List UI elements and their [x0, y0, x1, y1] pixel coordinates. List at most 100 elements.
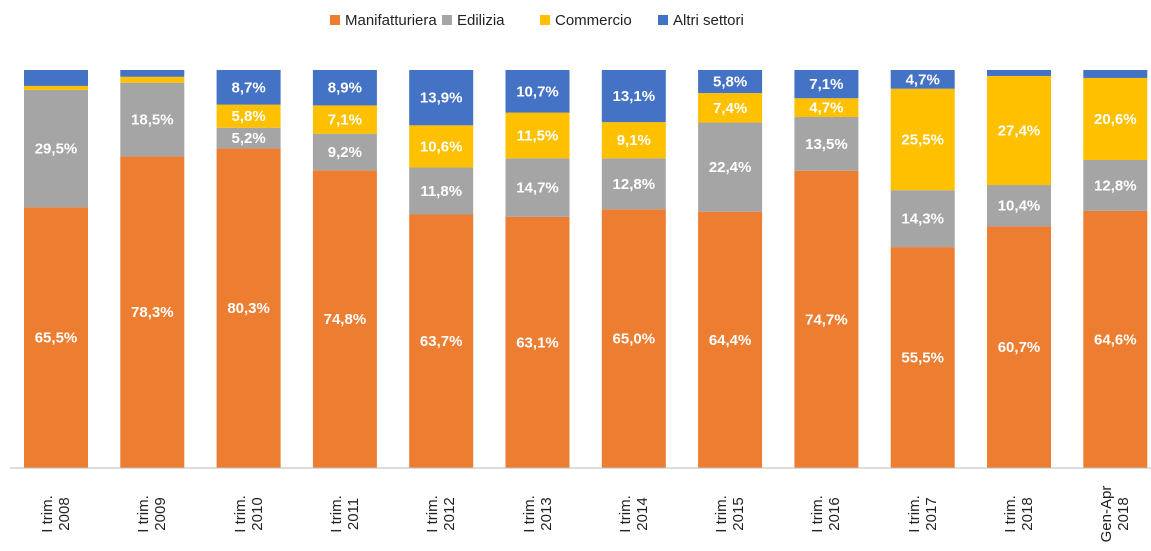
- legend-swatch: [442, 15, 452, 25]
- bar-segment: [698, 122, 763, 212]
- value-label: 8,9%: [328, 80, 362, 97]
- value-label: 14,7%: [516, 180, 559, 197]
- value-label: 65,0%: [613, 331, 656, 348]
- value-label: 11,8%: [420, 183, 462, 200]
- bar-segment: [987, 185, 1051, 227]
- bar-segment: [312, 70, 377, 106]
- bar-segment: [794, 70, 859, 99]
- value-label: 64,6%: [1094, 331, 1137, 348]
- x-tick-label: Gen-Apr 2018: [1098, 485, 1133, 543]
- bar-segment: [409, 167, 474, 215]
- value-label: 78,3%: [131, 304, 174, 321]
- value-label: 10,7%: [516, 83, 559, 100]
- bar-segment: [1083, 159, 1148, 211]
- bar-segment: [24, 207, 88, 468]
- bar-segment: [120, 156, 185, 468]
- bar-segment: [1083, 70, 1148, 78]
- x-tick-label: I trim. 2012: [424, 495, 459, 533]
- x-tick-label: I trim. 2011: [327, 495, 362, 533]
- bar-segment: [794, 116, 859, 171]
- bar-segment: [312, 105, 377, 134]
- value-label: 63,7%: [420, 333, 463, 350]
- bar-segment: [987, 75, 1051, 186]
- value-label: 4,7%: [809, 100, 843, 117]
- value-label: 5,2%: [231, 130, 265, 147]
- value-label: 10,6%: [420, 138, 463, 155]
- bar-segment: [505, 70, 570, 113]
- bar-segment: [409, 125, 474, 168]
- value-label: 74,7%: [805, 311, 848, 328]
- value-label: 13,5%: [805, 136, 848, 153]
- bar-segment: [601, 70, 666, 123]
- legend-label: Manifatturiera: [345, 12, 437, 29]
- value-label: 27,4%: [998, 122, 1041, 139]
- bar-segment: [120, 82, 185, 157]
- bar-segment: [890, 88, 955, 191]
- bar-segment: [505, 216, 570, 468]
- bar-segment: [312, 133, 377, 171]
- bar-segment: [216, 104, 281, 128]
- bar-segment: [601, 158, 666, 210]
- bar-segment: [216, 148, 281, 468]
- x-tick-label: I trim. 2015: [713, 495, 748, 533]
- legend-label: Edilizia: [457, 12, 505, 29]
- value-label: 60,7%: [998, 339, 1041, 356]
- legend-swatch: [330, 15, 340, 25]
- x-tick-label: I trim. 2017: [905, 495, 940, 533]
- bar-segment: [890, 247, 955, 468]
- value-label: 74,8%: [324, 311, 367, 328]
- bar-segment: [601, 209, 666, 469]
- value-label: 63,1%: [516, 334, 559, 351]
- x-tick-label: I trim. 2010: [231, 495, 266, 533]
- value-label: 12,8%: [613, 176, 656, 193]
- value-label: 20,6%: [1094, 111, 1137, 128]
- value-label: 4,7%: [906, 71, 940, 88]
- legend-swatch: [658, 15, 668, 25]
- value-label: 13,1%: [613, 88, 656, 105]
- value-label: 22,4%: [709, 159, 752, 176]
- value-label: 7,1%: [809, 76, 843, 93]
- value-label: 65,5%: [35, 330, 78, 347]
- value-label: 9,2%: [328, 144, 362, 161]
- value-label: 64,4%: [709, 332, 752, 349]
- bar-segment: [1083, 210, 1148, 468]
- bar-segment: [601, 122, 666, 159]
- bar-segment: [216, 70, 281, 105]
- bar-segment: [24, 89, 88, 208]
- bar-segment: [1083, 77, 1148, 160]
- value-label: 10,4%: [998, 198, 1041, 215]
- value-label: 55,5%: [901, 350, 944, 367]
- bar-segment: [409, 70, 474, 126]
- value-label: 9,1%: [617, 132, 651, 149]
- x-tick-label: I trim. 2009: [135, 495, 170, 533]
- bar-segment: [890, 70, 955, 89]
- legend-label: Altri settori: [673, 12, 744, 29]
- value-label: 29,5%: [35, 141, 78, 158]
- bar-segment: [505, 112, 570, 159]
- bar-segment: [794, 170, 859, 468]
- bar-segment: [698, 93, 763, 123]
- value-label: 8,7%: [231, 79, 265, 96]
- value-label: 14,3%: [901, 211, 944, 228]
- bar-segment: [24, 85, 88, 90]
- x-tick-label: I trim. 2016: [809, 495, 844, 533]
- x-tick-label: I trim. 2013: [520, 495, 555, 533]
- value-label: 11,5%: [517, 127, 559, 144]
- value-label: 7,1%: [328, 112, 362, 129]
- value-label: 12,8%: [1094, 177, 1137, 194]
- value-label: 13,9%: [420, 90, 463, 107]
- bar-segment: [216, 127, 281, 149]
- x-tick-label: I trim. 2014: [616, 495, 651, 533]
- bar-segment: [698, 70, 763, 94]
- bar-segment: [312, 170, 377, 468]
- x-tick-label: I trim. 2018: [1002, 495, 1036, 533]
- value-label: 18,5%: [131, 112, 174, 129]
- legend-swatch: [540, 15, 550, 25]
- bar-segment: [890, 190, 955, 248]
- value-label: 80,3%: [227, 300, 270, 317]
- value-label: 7,4%: [713, 100, 747, 117]
- bar-segment: [409, 214, 474, 468]
- bar-segment: [987, 70, 1051, 76]
